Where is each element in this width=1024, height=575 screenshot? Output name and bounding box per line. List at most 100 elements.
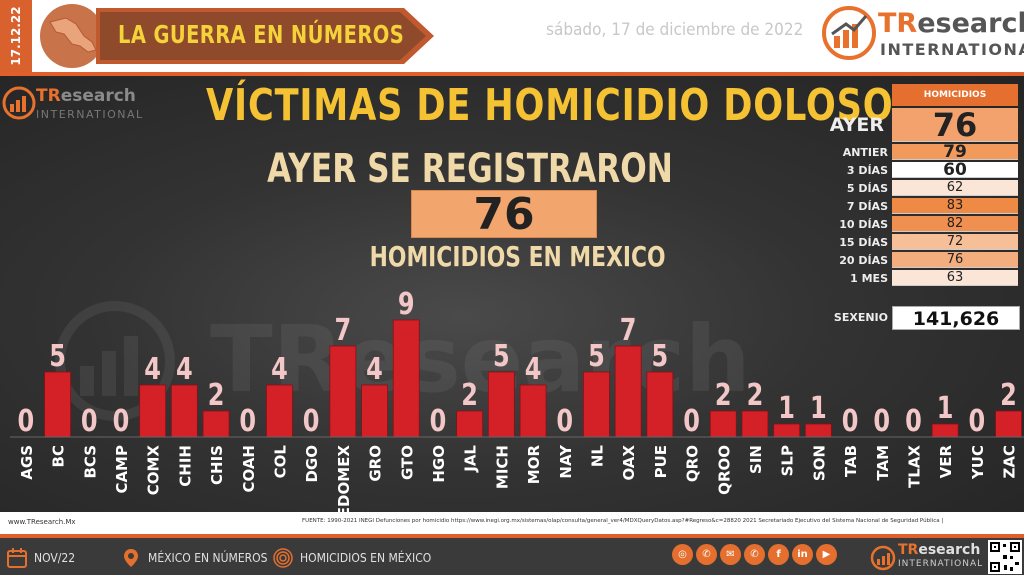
summary-row: 7 DÍAS 83 [814,198,1018,215]
header: 17.12.22 LA GUERRA EN NÚMEROS sábado, 17… [0,0,1024,76]
facebook-icon[interactable]: f [768,544,789,565]
data-label: 0 [239,404,256,438]
category-label: NL [588,445,606,468]
category-label: QROO [715,445,733,495]
summary-row-sexenio: SEXENIO 141,626 [814,306,1020,330]
data-label: 1 [778,391,795,425]
bar-mor [519,384,547,438]
www-icon[interactable]: ◎ [672,544,693,565]
data-label: 0 [81,404,98,438]
data-label: 5 [651,339,668,373]
category-label: SIN [747,445,765,474]
data-label: 5 [493,339,510,373]
summary-label: 10 DÍAS [839,218,888,231]
summary-value: 141,626 [892,306,1020,330]
state-bar-chart: 0 AGS 5 BC 0 BCS 0 CAMP 4 COMX 4 CHIH 2 CHIS 0 COAH 4 COL… [10,287,1024,512]
summary-row: 5 DÍAS 62 [814,180,1018,197]
footer-logo-icon [870,545,896,571]
category-label: PUE [652,445,670,478]
subtitle: AYER SE REGISTRARON [267,146,673,192]
category-label: HGO [430,445,448,483]
summary-value: 60 [892,162,1018,179]
data-label: 1 [937,391,954,425]
summary-row: 15 DÍAS 72 [814,234,1018,251]
data-label: 2 [747,378,764,412]
bar-slp [773,423,801,438]
email-icon[interactable]: ✉ [720,544,741,565]
category-label: SON [810,445,828,481]
summary-value: 63 [892,270,1018,286]
footer-item-date[interactable]: NOV/22 [6,546,80,570]
category-label: OAX [620,445,638,481]
category-label: BC [50,445,68,467]
footer-logo[interactable]: TResearch INTERNATIONAL [870,542,982,574]
date-vertical-text: 17.12.22 [9,6,23,66]
bar-jal [456,410,484,438]
data-label: 5 [588,339,605,373]
category-label: COAH [240,445,258,493]
date-vertical-tab: 17.12.22 [0,0,32,72]
summary-label: SEXENIO [833,311,888,324]
big-value-box: 76 [411,190,597,239]
qr-code-icon[interactable] [988,540,1022,574]
corner-logo-brand: TResearch [36,86,136,106]
data-label: 4 [366,352,383,386]
bar-chih [170,384,198,438]
footer-item-mexico[interactable]: MÉXICO EN NÚMEROS [120,546,281,570]
summary-label: 1 MES [850,272,888,285]
summary-label: 3 DÍAS [846,164,888,177]
mexico-map-icon [40,4,104,68]
summary-value: 76 [892,252,1018,268]
summary-label: 5 DÍAS [846,182,888,195]
site-url[interactable]: www.TResearch.Mx [8,518,76,526]
data-label: 4 [144,352,161,386]
data-label: 0 [905,404,922,438]
linkedin-icon[interactable]: in [792,544,813,565]
data-label: 4 [176,352,193,386]
category-label: COMX [145,445,163,496]
bar-oax [614,345,642,438]
footer-item-homicidios[interactable]: HOMICIDIOS EN MÉXICO [272,546,446,570]
category-label: EDOMEX [335,445,353,512]
summary-header: HOMICIDIOS [892,84,1018,106]
summary-row: 20 DÍAS 76 [814,252,1018,269]
data-label: 0 [556,404,573,438]
bar-gto [392,319,420,438]
footer-item-label: MÉXICO EN NÚMEROS [148,551,268,565]
main-panel: TResearch INTERNATIONAL TResearch VÍCTIM… [0,76,1024,512]
corner-logo-subtitle: INTERNATIONAL [36,108,144,121]
category-label: TAM [874,445,892,481]
corner-logo: TResearch INTERNATIONAL [0,82,142,126]
bar-mich [487,371,515,438]
data-label: 0 [683,404,700,438]
category-label: TLAX [905,445,923,488]
source-text: FUENTE: 1990-2021 INEGI Defunciones por … [302,518,944,524]
data-label: 0 [842,404,859,438]
summary-value: 83 [892,198,1018,214]
logo-subtitle: INTERNATIONAL [880,40,1024,59]
data-label: 4 [271,352,288,386]
summary-label: 15 DÍAS [839,236,888,249]
data-label: 9 [398,287,415,321]
tresearch-logo[interactable]: TResearch INTERNATIONAL [822,6,1024,66]
data-label: 0 [430,404,447,438]
whatsapp-icon[interactable]: ✆ [744,544,765,565]
data-label: 2 [715,378,732,412]
main-title: VÍCTIMAS DE HOMICIDIO DOLOSO [206,80,894,131]
bar-qroo [709,410,737,438]
footer-item-label: NOV/22 [34,551,76,565]
category-label: CHIS [208,445,226,485]
calendar-icon [7,548,27,568]
category-label: GTO [398,445,416,480]
logo-brand: TResearch [878,8,1024,39]
phone-icon[interactable]: ✆ [696,544,717,565]
summary-label: 20 DÍAS [839,254,888,267]
data-label: 7 [620,313,637,347]
youtube-icon[interactable]: ▶ [816,544,837,565]
summary-value: 82 [892,216,1018,232]
bar-bc [44,371,71,438]
category-label: ZAC [1001,445,1019,479]
category-label: DGO [303,445,321,483]
data-label: 1 [810,391,827,425]
data-label: 2 [208,378,225,412]
